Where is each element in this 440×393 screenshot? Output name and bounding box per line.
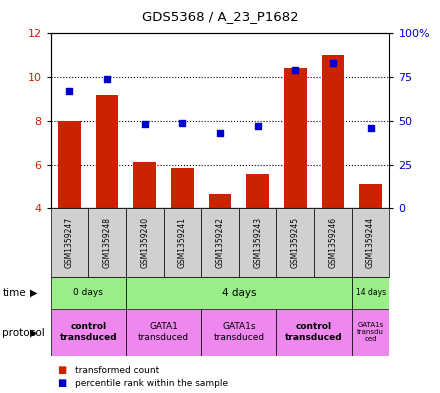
Text: GATA1s
transduced: GATA1s transduced	[213, 322, 264, 342]
Bar	[284, 68, 307, 208]
Text: 4 days: 4 days	[222, 288, 256, 298]
Bar	[322, 55, 344, 208]
Point	[141, 121, 148, 127]
Point	[179, 119, 186, 126]
Text: GSM1359248: GSM1359248	[103, 217, 112, 268]
Bar	[126, 208, 164, 277]
Text: ▶: ▶	[30, 288, 37, 298]
Text: 0 days: 0 days	[73, 288, 103, 297]
Point	[216, 130, 224, 136]
Text: GATA1s
transdu
ced: GATA1s transdu ced	[357, 322, 384, 342]
Text: GSM1359242: GSM1359242	[216, 217, 224, 268]
Text: GDS5368 / A_23_P1682: GDS5368 / A_23_P1682	[142, 10, 298, 23]
Text: ▶: ▶	[30, 328, 37, 338]
Point	[330, 60, 337, 66]
Bar	[352, 309, 389, 356]
Point	[254, 123, 261, 129]
Text: transformed count: transformed count	[75, 366, 159, 375]
Text: control
transduced: control transduced	[59, 322, 117, 342]
Bar	[164, 208, 201, 277]
Point	[66, 88, 73, 94]
Bar	[51, 277, 126, 309]
Bar	[201, 208, 239, 277]
Bar	[359, 184, 382, 208]
Bar	[126, 277, 352, 309]
Text: GSM1359247: GSM1359247	[65, 217, 74, 268]
Bar	[133, 162, 156, 208]
Bar	[314, 208, 352, 277]
Text: 14 days: 14 days	[356, 288, 385, 297]
Bar	[352, 208, 389, 277]
Text: protocol: protocol	[2, 328, 45, 338]
Text: GSM1359241: GSM1359241	[178, 217, 187, 268]
Point	[292, 67, 299, 73]
Text: percentile rank within the sample: percentile rank within the sample	[75, 379, 228, 387]
Text: ■: ■	[57, 378, 66, 388]
Bar	[276, 208, 314, 277]
Bar	[126, 309, 201, 356]
Text: GSM1359240: GSM1359240	[140, 217, 149, 268]
Bar	[276, 309, 352, 356]
Text: GSM1359244: GSM1359244	[366, 217, 375, 268]
Text: GATA1
transduced: GATA1 transduced	[138, 322, 189, 342]
Bar	[51, 208, 88, 277]
Bar	[51, 309, 126, 356]
Point	[367, 125, 374, 131]
Bar	[201, 309, 276, 356]
Bar	[88, 208, 126, 277]
Text: control
transduced: control transduced	[285, 322, 343, 342]
Text: GSM1359246: GSM1359246	[328, 217, 337, 268]
Bar	[171, 168, 194, 208]
Text: time: time	[2, 288, 26, 298]
Bar	[96, 95, 118, 208]
Text: ■: ■	[57, 365, 66, 375]
Bar	[352, 277, 389, 309]
Text: GSM1359243: GSM1359243	[253, 217, 262, 268]
Point	[103, 76, 110, 82]
Bar	[209, 194, 231, 208]
Bar	[58, 121, 81, 208]
Text: GSM1359245: GSM1359245	[291, 217, 300, 268]
Bar	[246, 174, 269, 208]
Bar	[239, 208, 276, 277]
